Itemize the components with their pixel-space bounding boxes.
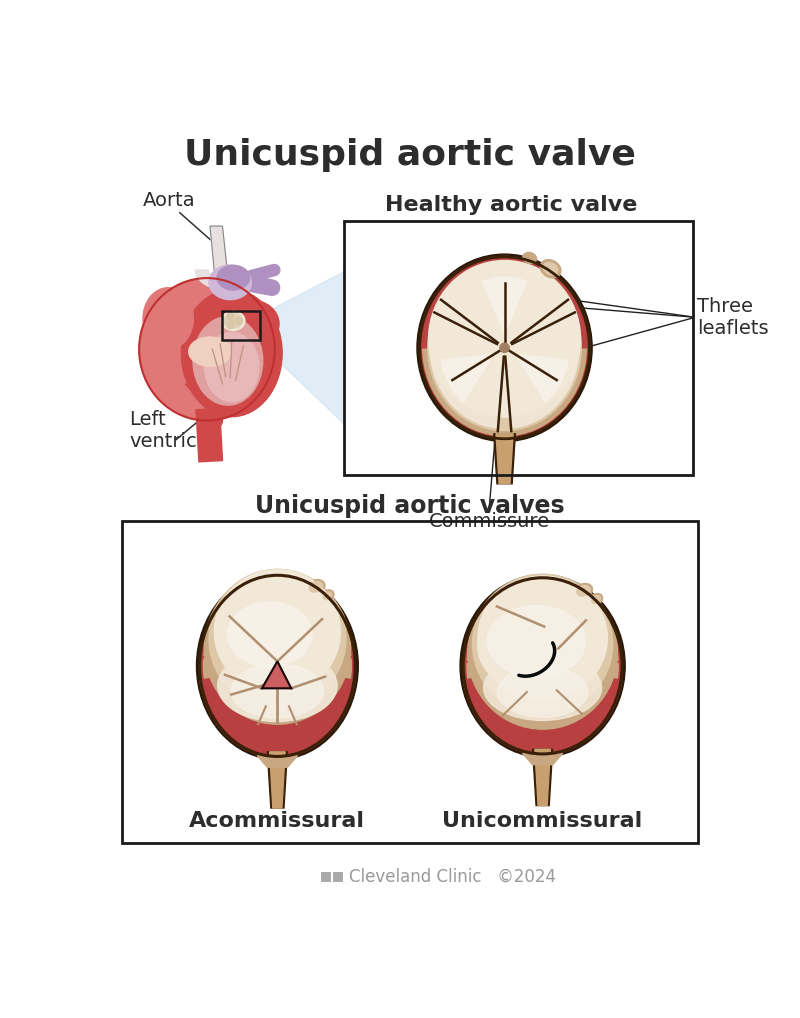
Ellipse shape — [592, 596, 600, 604]
Polygon shape — [533, 749, 553, 805]
Ellipse shape — [227, 602, 312, 667]
Polygon shape — [496, 434, 513, 484]
Polygon shape — [210, 226, 228, 276]
Text: Three
leaflets: Three leaflets — [697, 297, 768, 338]
Ellipse shape — [463, 578, 622, 754]
Ellipse shape — [540, 260, 561, 278]
Ellipse shape — [478, 601, 600, 692]
Ellipse shape — [543, 263, 558, 275]
Ellipse shape — [429, 261, 581, 417]
Ellipse shape — [478, 576, 607, 700]
Ellipse shape — [143, 288, 194, 349]
Ellipse shape — [235, 318, 242, 324]
Ellipse shape — [204, 571, 350, 724]
Ellipse shape — [500, 343, 510, 352]
Polygon shape — [258, 755, 298, 768]
Ellipse shape — [309, 581, 322, 592]
Polygon shape — [430, 314, 498, 428]
Ellipse shape — [218, 649, 337, 722]
Ellipse shape — [321, 589, 334, 602]
Text: Acommissural: Acommissural — [190, 811, 366, 832]
Ellipse shape — [574, 583, 593, 598]
Ellipse shape — [182, 290, 282, 416]
Ellipse shape — [222, 312, 245, 331]
Ellipse shape — [590, 593, 602, 606]
Ellipse shape — [484, 655, 602, 721]
Ellipse shape — [428, 265, 582, 431]
Ellipse shape — [139, 278, 274, 420]
Text: Unicuspid aortic valves: Unicuspid aortic valves — [255, 494, 565, 517]
Ellipse shape — [460, 575, 625, 757]
Ellipse shape — [207, 414, 222, 428]
Polygon shape — [522, 753, 562, 765]
Bar — [222, 310, 260, 340]
Polygon shape — [442, 354, 494, 402]
Text: Cleveland Clinic   ©2024: Cleveland Clinic ©2024 — [349, 867, 556, 886]
Polygon shape — [241, 272, 344, 425]
Ellipse shape — [223, 300, 279, 348]
Ellipse shape — [231, 664, 323, 718]
Polygon shape — [462, 662, 623, 754]
Ellipse shape — [227, 314, 234, 321]
Polygon shape — [419, 257, 590, 348]
Text: Unicommissural: Unicommissural — [442, 811, 642, 832]
Ellipse shape — [197, 572, 358, 759]
Ellipse shape — [468, 576, 618, 729]
Polygon shape — [535, 749, 550, 805]
Ellipse shape — [217, 266, 250, 290]
Polygon shape — [267, 752, 287, 808]
Text: Unicuspid aortic valve: Unicuspid aortic valve — [184, 137, 636, 171]
Ellipse shape — [224, 314, 242, 328]
Ellipse shape — [487, 606, 586, 677]
Ellipse shape — [498, 667, 588, 718]
Text: Commissure: Commissure — [429, 512, 550, 530]
Polygon shape — [262, 662, 291, 688]
Bar — [122, 521, 698, 843]
Ellipse shape — [218, 597, 325, 682]
Bar — [334, 872, 343, 883]
Ellipse shape — [467, 581, 618, 750]
Polygon shape — [195, 270, 250, 291]
Ellipse shape — [209, 265, 251, 299]
Ellipse shape — [522, 252, 537, 264]
Polygon shape — [186, 384, 239, 422]
Ellipse shape — [200, 575, 355, 756]
Ellipse shape — [214, 570, 341, 693]
Bar — [321, 872, 331, 883]
Ellipse shape — [205, 332, 259, 402]
Ellipse shape — [193, 317, 262, 405]
Polygon shape — [270, 752, 285, 808]
Ellipse shape — [422, 260, 586, 436]
Ellipse shape — [307, 579, 325, 595]
Ellipse shape — [189, 337, 231, 366]
Polygon shape — [511, 314, 579, 428]
Polygon shape — [515, 354, 568, 402]
Polygon shape — [199, 657, 356, 757]
Ellipse shape — [420, 257, 590, 439]
Polygon shape — [482, 277, 526, 334]
Text: Left
ventricle: Left ventricle — [130, 409, 214, 451]
Bar — [344, 221, 693, 474]
Text: Healthy aortic valve: Healthy aortic valve — [385, 195, 637, 216]
Ellipse shape — [227, 321, 234, 329]
Ellipse shape — [209, 569, 346, 709]
Ellipse shape — [203, 579, 351, 752]
Polygon shape — [494, 434, 515, 484]
Polygon shape — [444, 268, 566, 334]
Ellipse shape — [323, 591, 332, 600]
Ellipse shape — [577, 585, 590, 597]
Text: Aorta: Aorta — [142, 191, 195, 210]
Ellipse shape — [417, 254, 592, 442]
Ellipse shape — [473, 574, 613, 714]
